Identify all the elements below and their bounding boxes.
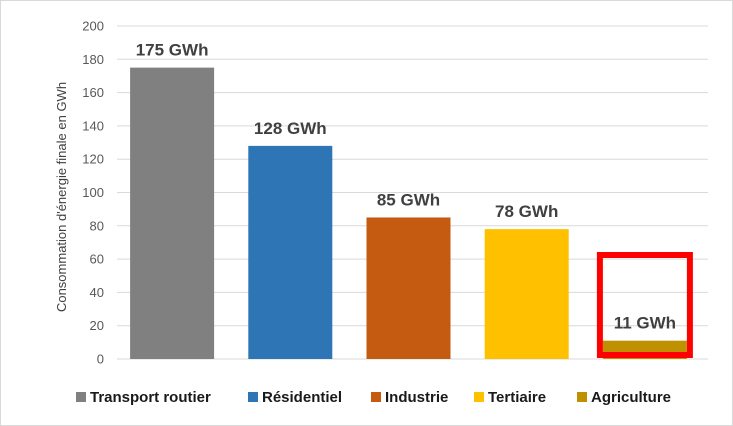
legend-swatch: [76, 392, 86, 402]
legend-swatch: [248, 392, 258, 402]
legend: Transport routier Résidentiel Industrie Ter…: [76, 389, 671, 406]
y-axis-ticks: 0 20 40 60 80 100 120 140 160 180 200: [82, 19, 104, 367]
legend-swatch: [577, 392, 587, 402]
bar-industrie: [366, 217, 451, 359]
y-tick-label: 80: [90, 218, 104, 233]
legend-label: Industrie: [385, 389, 448, 406]
y-tick-label: 100: [82, 185, 104, 200]
y-tick-label: 180: [82, 52, 104, 67]
bars: [130, 67, 687, 359]
y-axis-label: Consommation d'énergie finale en GWh: [54, 82, 69, 312]
data-label: 128 GWh: [254, 119, 327, 138]
legend-label: Agriculture: [591, 389, 671, 406]
y-tick-label: 60: [90, 252, 104, 267]
highlight-box: [596, 252, 693, 358]
data-label: 11 GWh: [614, 314, 676, 333]
legend-label: Tertiaire: [488, 389, 546, 406]
y-tick-label: 20: [90, 318, 104, 333]
legend-label: Résidentiel: [262, 389, 342, 406]
highlight-layer: [596, 252, 693, 358]
legend-swatch: [371, 392, 381, 402]
data-label: 78 GWh: [495, 202, 558, 221]
bar-transport-routier: [130, 67, 215, 359]
data-label: 85 GWh: [377, 190, 440, 209]
y-tick-label: 40: [90, 285, 104, 300]
legend-swatch: [474, 392, 484, 402]
y-tick-label: 0: [97, 352, 104, 367]
y-tick-label: 200: [82, 19, 104, 34]
y-tick-label: 120: [82, 152, 104, 167]
bar-tertiaire: [484, 229, 569, 359]
legend-label: Transport routier: [90, 389, 211, 406]
data-labels: 175 GWh 128 GWh 85 GWh 78 GWh 11 GWh: [136, 41, 676, 333]
data-label: 175 GWh: [136, 41, 209, 60]
y-tick-label: 160: [82, 85, 104, 100]
y-tick-label: 140: [82, 118, 104, 133]
bar-résidentiel: [248, 145, 333, 359]
